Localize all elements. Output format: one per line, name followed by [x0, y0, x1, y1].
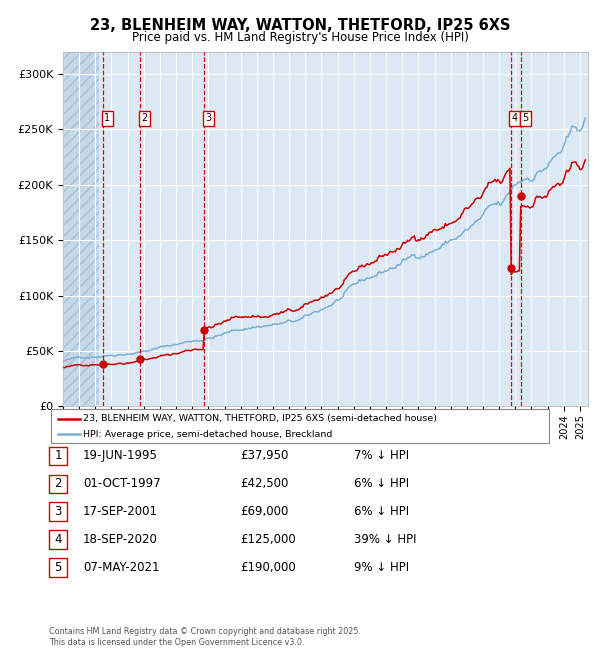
Text: 7% ↓ HPI: 7% ↓ HPI	[354, 449, 409, 462]
Text: 23, BLENHEIM WAY, WATTON, THETFORD, IP25 6XS (semi-detached house): 23, BLENHEIM WAY, WATTON, THETFORD, IP25…	[83, 414, 437, 423]
Text: 9% ↓ HPI: 9% ↓ HPI	[354, 561, 409, 574]
Text: 23, BLENHEIM WAY, WATTON, THETFORD, IP25 6XS: 23, BLENHEIM WAY, WATTON, THETFORD, IP25…	[90, 18, 510, 33]
Text: 39% ↓ HPI: 39% ↓ HPI	[354, 533, 416, 546]
Text: Contains HM Land Registry data © Crown copyright and database right 2025.
This d: Contains HM Land Registry data © Crown c…	[49, 627, 361, 647]
Text: 3: 3	[205, 113, 211, 123]
Text: 2: 2	[55, 477, 62, 490]
Text: £42,500: £42,500	[240, 477, 289, 490]
Text: £69,000: £69,000	[240, 505, 289, 518]
Text: 18-SEP-2020: 18-SEP-2020	[83, 533, 158, 546]
Text: 4: 4	[512, 113, 518, 123]
Text: 6% ↓ HPI: 6% ↓ HPI	[354, 477, 409, 490]
Text: 1: 1	[104, 113, 110, 123]
Text: 07-MAY-2021: 07-MAY-2021	[83, 561, 160, 574]
Text: 01-OCT-1997: 01-OCT-1997	[83, 477, 160, 490]
Text: HPI: Average price, semi-detached house, Breckland: HPI: Average price, semi-detached house,…	[83, 430, 332, 439]
Text: 2: 2	[141, 113, 147, 123]
Text: 6% ↓ HPI: 6% ↓ HPI	[354, 505, 409, 518]
Text: 5: 5	[522, 113, 529, 123]
Text: £37,950: £37,950	[240, 449, 289, 462]
Text: 19-JUN-1995: 19-JUN-1995	[83, 449, 158, 462]
Text: 3: 3	[55, 505, 62, 518]
Text: 17-SEP-2001: 17-SEP-2001	[83, 505, 158, 518]
Text: 4: 4	[55, 533, 62, 546]
Text: 1: 1	[55, 449, 62, 462]
Bar	[63, 52, 98, 406]
Text: 5: 5	[55, 561, 62, 574]
Text: Price paid vs. HM Land Registry's House Price Index (HPI): Price paid vs. HM Land Registry's House …	[131, 31, 469, 44]
Text: £125,000: £125,000	[240, 533, 296, 546]
Text: £190,000: £190,000	[240, 561, 296, 574]
